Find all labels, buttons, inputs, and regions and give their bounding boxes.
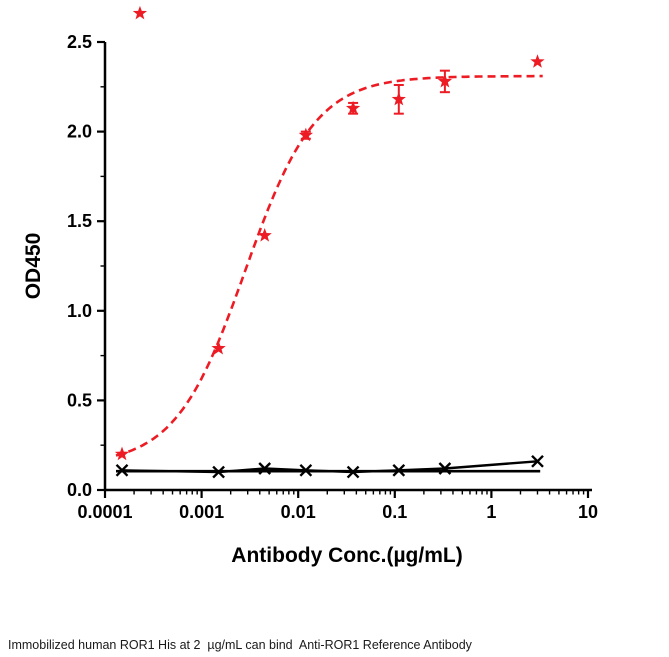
caption-line-1: Immobilized human ROR1 His at 2 µg/mL ca… (8, 638, 472, 652)
series-line (121, 460, 538, 474)
star-marker (211, 340, 226, 355)
y-tick-label: 0.0 (67, 480, 92, 500)
star-marker (530, 54, 545, 68)
x-axis-title: Antibody Conc.(µg/mL) (231, 544, 462, 567)
y-axis-title: OD450 (22, 233, 45, 300)
figure-caption: Immobilized human ROR1 His at 2 µg/mL ca… (8, 602, 663, 657)
star-marker (257, 228, 272, 242)
x-tick-label: 0.1 (382, 502, 407, 522)
y-tick-label: 1.0 (67, 301, 92, 321)
star-marker (391, 91, 406, 106)
x-tick-label: 10 (578, 502, 598, 522)
star-marker (298, 127, 313, 142)
y-tick-label: 0.5 (67, 390, 92, 410)
x-tick-label: 1 (486, 502, 496, 522)
series-1 (114, 54, 545, 461)
star-marker (345, 100, 361, 115)
star-marker (132, 5, 148, 20)
y-tick-label: 2.5 (67, 32, 92, 52)
x-tick-label: 0.01 (281, 502, 316, 522)
y-tick-label: 1.5 (67, 211, 92, 231)
x-tick-label: 0.0001 (77, 502, 132, 522)
plot-layer: 0.0001 0.001 0.01 0.1 1 10 0.0 0.5 1.0 1.5 2.0 2.5 (67, 5, 598, 522)
x-tick-label: 0.001 (179, 502, 224, 522)
annotations (132, 5, 148, 20)
x-axis-ticks: 0.0001 0.001 0.01 0.1 1 10 (77, 490, 598, 522)
star-marker (437, 73, 453, 88)
fit-curve (115, 74, 543, 457)
axes (103, 42, 592, 492)
y-tick-label: 2.0 (67, 122, 92, 142)
star-marker (114, 446, 130, 461)
chart-canvas: 0.0001 0.001 0.01 0.1 1 100.00.51.01.52.02.5 … (22, 5, 598, 567)
series-2 (115, 454, 544, 479)
y-axis-ticks: 0.0 0.5 1.0 1.5 2.0 2.5 (67, 32, 105, 500)
